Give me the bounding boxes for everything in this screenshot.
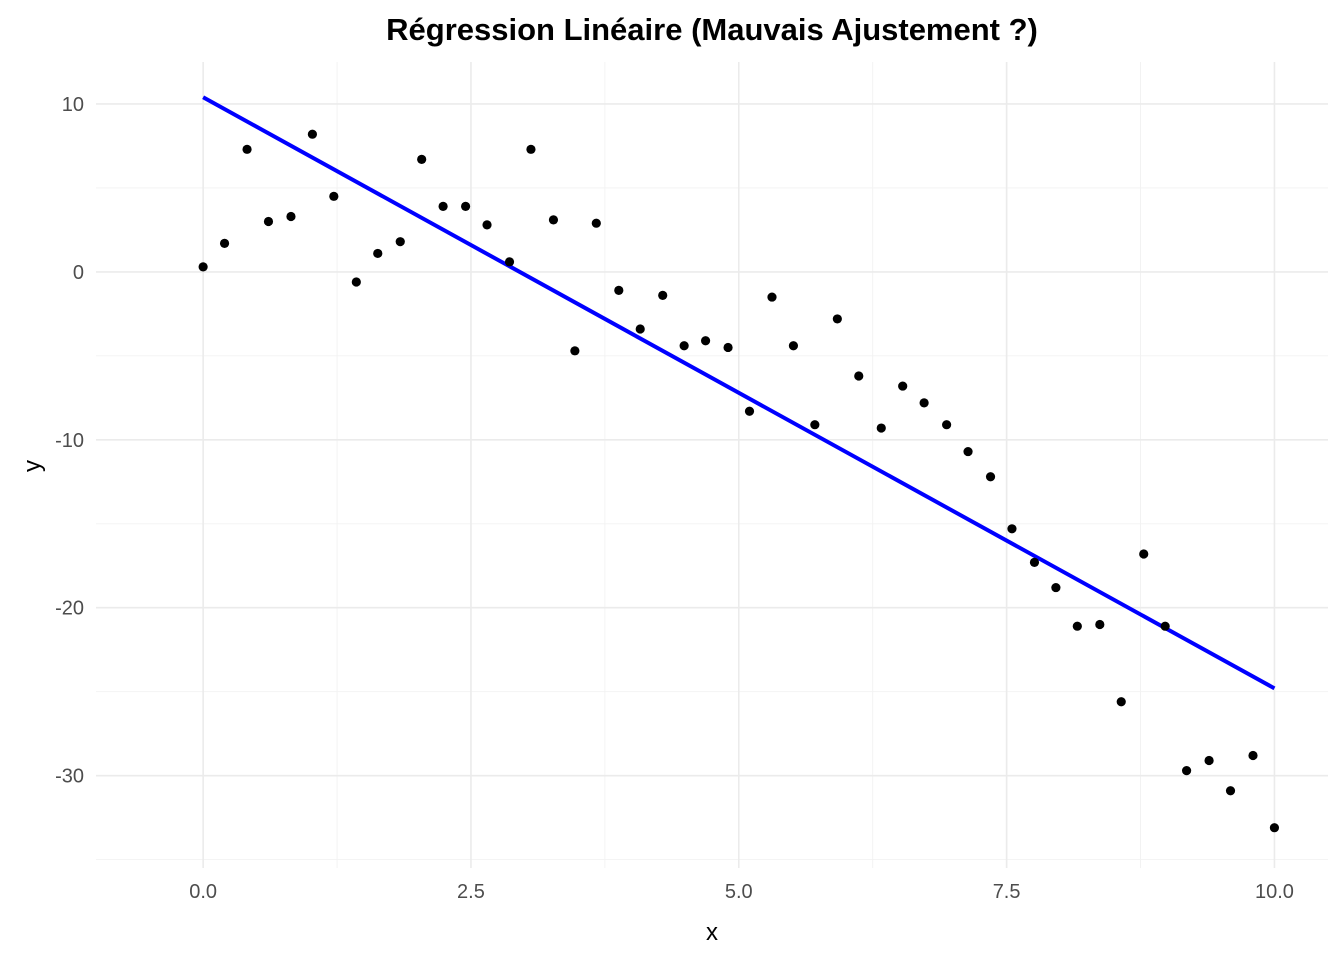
- y-tick-label: -30: [55, 766, 84, 788]
- data-point: [263, 216, 274, 227]
- data-point: [570, 346, 580, 356]
- data-point: [1095, 619, 1105, 630]
- x-tick-label: 5.0: [725, 881, 753, 903]
- y-tick-label: -20: [55, 598, 84, 620]
- data-point: [919, 398, 929, 408]
- data-point: [307, 129, 318, 139]
- data-point: [985, 472, 996, 482]
- data-point: [614, 285, 624, 295]
- x-tick-label: 10.0: [1255, 881, 1294, 903]
- data-point: [198, 262, 208, 272]
- regression-line: [202, 95, 1276, 691]
- data-point: [832, 314, 842, 324]
- major-gridlines: [96, 62, 1328, 868]
- data-point: [219, 238, 230, 248]
- y-tick-label: 10: [62, 94, 84, 116]
- x-tick-label: 0.0: [189, 881, 217, 903]
- minor-gridlines: [96, 62, 1328, 868]
- data-point: [242, 144, 252, 154]
- data-point: [635, 324, 645, 334]
- x-axis-title: x: [706, 919, 718, 946]
- data-point: [526, 144, 536, 154]
- data-point: [854, 371, 864, 381]
- data-point: [658, 290, 668, 301]
- data-point: [679, 341, 689, 351]
- y-axis-tick-labels: -30 -20 -10 0 10: [55, 94, 84, 788]
- data-point: [1204, 755, 1214, 766]
- data-point: [417, 154, 427, 164]
- x-tick-label: 7.5: [993, 881, 1021, 903]
- data-point: [548, 215, 559, 225]
- data-point: [1116, 697, 1126, 707]
- data-point: [1072, 621, 1082, 631]
- data-point: [373, 248, 383, 259]
- data-point: [723, 342, 733, 353]
- data-point: [876, 423, 886, 433]
- data-point: [504, 257, 515, 267]
- data-point: [1160, 621, 1170, 631]
- x-axis-tick-labels: 0.0 2.5 5.0 7.5 10.0: [189, 881, 1294, 903]
- data-point: [942, 420, 952, 430]
- data-point: [351, 277, 361, 287]
- data-points: [198, 129, 1280, 833]
- data-point: [1029, 557, 1040, 567]
- data-point: [591, 218, 601, 228]
- data-point: [700, 336, 711, 346]
- x-tick-label: 2.5: [457, 881, 485, 903]
- data-point: [963, 446, 973, 457]
- y-tick-label: -10: [55, 430, 84, 452]
- data-point: [767, 292, 777, 302]
- data-point: [438, 201, 448, 212]
- data-point: [788, 341, 799, 351]
- data-point: [286, 211, 296, 222]
- data-point: [482, 220, 492, 230]
- data-point: [744, 406, 755, 416]
- data-point: [1269, 823, 1280, 833]
- chart-title: Régression Linéaire (Mauvais Ajustement …: [386, 12, 1038, 47]
- y-axis-title: y: [19, 460, 46, 472]
- data-point: [1051, 582, 1061, 593]
- data-point: [395, 237, 405, 247]
- data-point: [1139, 549, 1149, 559]
- data-point: [1248, 750, 1258, 761]
- data-point: [329, 191, 339, 201]
- data-point: [1225, 786, 1236, 796]
- regression-line-layer: [202, 95, 1276, 691]
- data-point: [461, 201, 471, 212]
- data-point: [898, 381, 908, 391]
- data-point: [810, 420, 820, 430]
- data-point: [1007, 524, 1017, 534]
- data-point: [1181, 766, 1192, 776]
- y-tick-label: 0: [73, 262, 84, 284]
